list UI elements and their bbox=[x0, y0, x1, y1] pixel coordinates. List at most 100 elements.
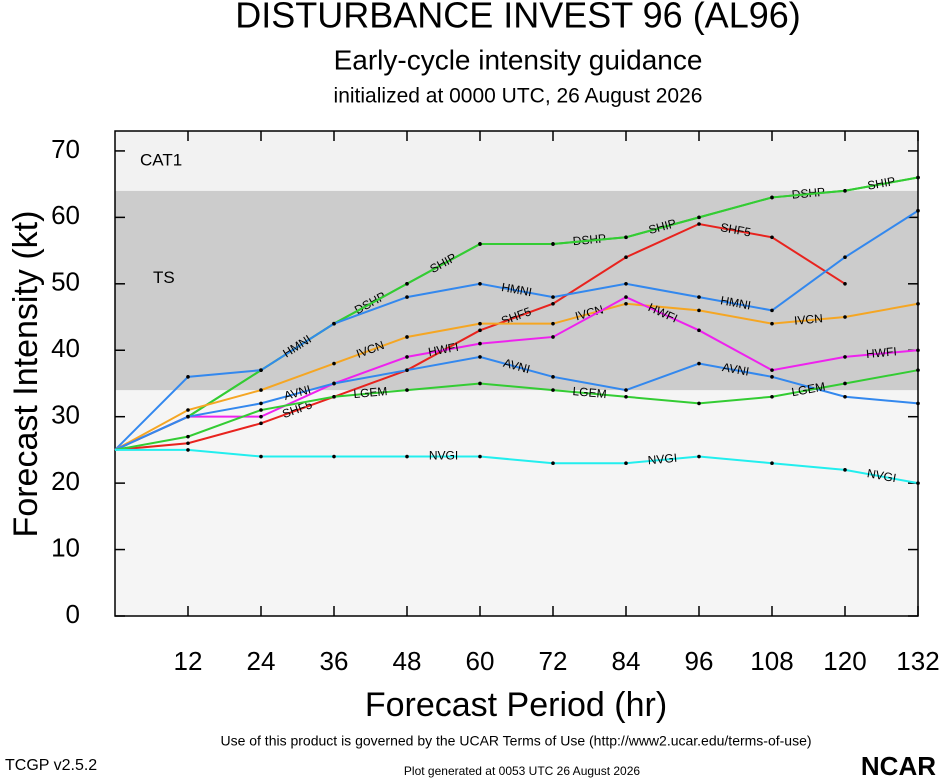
x-tick-label: 132 bbox=[896, 646, 939, 676]
x-tick-label: 60 bbox=[466, 646, 495, 676]
y-tick-label: 50 bbox=[51, 267, 80, 297]
x-tick-label: 12 bbox=[174, 646, 203, 676]
data-point bbox=[843, 255, 847, 260]
data-point bbox=[478, 321, 482, 326]
series-label: AVNI bbox=[282, 382, 312, 403]
terms: Use of this product is governed by the U… bbox=[220, 733, 811, 749]
data-point bbox=[478, 242, 482, 246]
series-label: HMNI bbox=[719, 293, 752, 312]
series-label: NVGI bbox=[866, 466, 897, 485]
data-point bbox=[259, 414, 263, 419]
data-point bbox=[624, 295, 628, 299]
data-point bbox=[551, 242, 555, 246]
data-point bbox=[186, 441, 190, 446]
x-tick-label: 108 bbox=[750, 646, 793, 676]
data-point bbox=[551, 335, 555, 339]
chart-title: DISTURBANCE INVEST 96 (AL96) bbox=[235, 0, 801, 36]
series-label: LGEM bbox=[572, 384, 607, 401]
data-point bbox=[770, 235, 774, 240]
y-tick-label: 0 bbox=[66, 599, 80, 629]
data-point bbox=[697, 222, 701, 226]
data-point bbox=[770, 375, 774, 379]
data-point bbox=[186, 434, 190, 439]
data-point bbox=[332, 321, 336, 326]
data-point bbox=[697, 454, 701, 459]
band-label: CAT1 bbox=[140, 150, 182, 169]
data-point bbox=[259, 388, 263, 392]
data-point bbox=[551, 301, 555, 306]
series-label: SHF5 bbox=[719, 220, 752, 239]
y-tick-label: 70 bbox=[51, 134, 80, 164]
data-point bbox=[551, 461, 555, 465]
data-point bbox=[332, 381, 336, 386]
x-axis-title: Forecast Period (hr) bbox=[365, 686, 667, 724]
series-line bbox=[115, 448, 919, 485]
y-axis-title: Forecast Intensity (kt) bbox=[7, 211, 45, 538]
y-tick-label: 30 bbox=[51, 400, 80, 430]
data-point bbox=[405, 368, 409, 372]
chart-subtitle: Early-cycle intensity guidance bbox=[334, 44, 703, 75]
data-point bbox=[186, 414, 190, 419]
data-point bbox=[624, 235, 628, 240]
series-line bbox=[114, 295, 919, 451]
data-point bbox=[405, 454, 409, 459]
data-point bbox=[916, 175, 920, 180]
data-point bbox=[259, 454, 263, 459]
data-point bbox=[405, 335, 409, 339]
data-point bbox=[405, 295, 409, 299]
x-tick-label: 84 bbox=[612, 646, 641, 676]
data-point bbox=[332, 454, 336, 459]
data-point bbox=[624, 301, 628, 306]
data-point bbox=[478, 454, 482, 459]
band-label: TS bbox=[153, 268, 175, 287]
data-point bbox=[916, 368, 920, 372]
data-point bbox=[624, 255, 628, 260]
series-label: SHIP bbox=[866, 174, 896, 193]
series-label: AVNI bbox=[721, 360, 750, 379]
series-line bbox=[114, 209, 919, 451]
series-line bbox=[114, 176, 919, 451]
x-tick-label: 24 bbox=[247, 646, 276, 676]
data-point bbox=[478, 381, 482, 386]
series-label: NVGI bbox=[647, 451, 677, 468]
x-tick-label: 36 bbox=[320, 646, 349, 676]
data-point bbox=[478, 328, 482, 333]
intensity-band bbox=[115, 131, 918, 191]
data-point bbox=[843, 355, 847, 359]
data-point bbox=[770, 321, 774, 326]
y-tick-label: 10 bbox=[51, 532, 80, 562]
data-point bbox=[697, 295, 701, 299]
data-point bbox=[916, 401, 920, 406]
data-point bbox=[551, 375, 555, 379]
data-point bbox=[843, 394, 847, 399]
series-line bbox=[114, 369, 919, 451]
series-label: HWFI bbox=[427, 340, 460, 359]
data-point bbox=[916, 208, 920, 213]
series-line bbox=[114, 302, 919, 451]
data-point bbox=[697, 401, 701, 406]
data-point bbox=[697, 308, 701, 313]
x-tick-label: 48 bbox=[393, 646, 422, 676]
series-label: IVCN bbox=[794, 311, 824, 328]
data-point bbox=[843, 282, 847, 286]
data-point bbox=[916, 481, 920, 485]
data-point bbox=[843, 468, 847, 472]
logo: NCAR bbox=[861, 751, 936, 780]
x-tick-label: 120 bbox=[823, 646, 866, 676]
data-point bbox=[843, 315, 847, 319]
series-label: AVNI bbox=[502, 356, 532, 377]
data-point bbox=[405, 388, 409, 392]
data-point bbox=[624, 461, 628, 465]
data-point bbox=[770, 195, 774, 200]
x-tick-label: 72 bbox=[539, 646, 568, 676]
data-point bbox=[332, 361, 336, 366]
x-tick-label: 96 bbox=[685, 646, 714, 676]
data-point bbox=[259, 421, 263, 426]
series-label: LGEM bbox=[353, 384, 388, 401]
y-tick-label: 40 bbox=[51, 333, 80, 363]
data-point bbox=[551, 388, 555, 392]
series-label: NVGI bbox=[429, 449, 458, 463]
data-point bbox=[186, 408, 190, 412]
data-point bbox=[843, 381, 847, 386]
